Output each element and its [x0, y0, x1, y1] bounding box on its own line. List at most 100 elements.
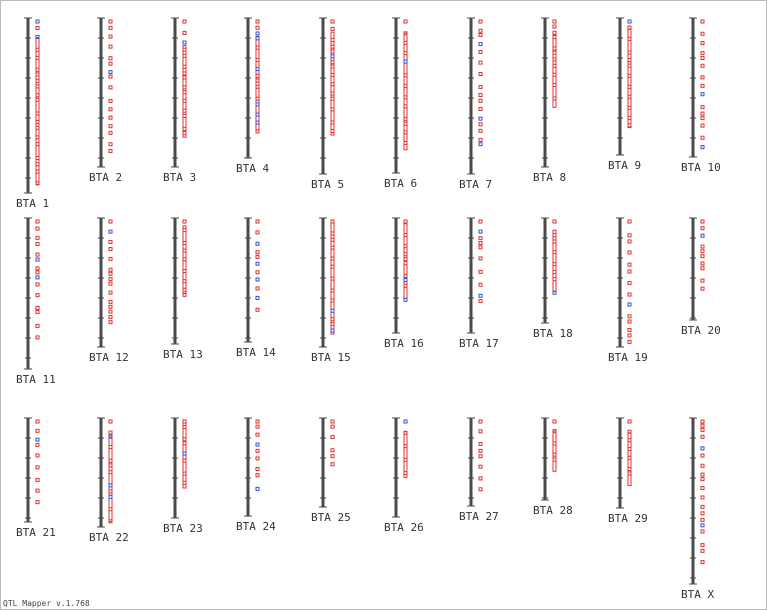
qtl: [108, 290, 113, 295]
qtl: [627, 319, 632, 324]
qtl: [35, 84, 40, 89]
qtl: [627, 447, 632, 452]
chromosome-label: BTA 22: [89, 531, 129, 544]
qtl: [403, 273, 408, 278]
qtl: [35, 67, 40, 72]
qtl: [182, 437, 187, 442]
qtl: [35, 419, 40, 424]
qtl: [627, 339, 632, 344]
qtl: [255, 102, 260, 107]
qtl-span: [108, 436, 113, 523]
qtl: [108, 246, 113, 251]
qtl: [182, 113, 187, 118]
qtl: [108, 489, 113, 494]
chromosome-label: BTA 23: [163, 522, 203, 535]
qtl: [330, 219, 335, 224]
qtl: [182, 131, 187, 136]
qtl: [700, 56, 705, 61]
chromosome-label: BTA 13: [163, 348, 203, 361]
qtl: [478, 128, 483, 133]
qtl: [627, 314, 632, 319]
qtl: [330, 298, 335, 303]
qtl: [35, 305, 40, 310]
qtl: [330, 64, 335, 69]
qtl: [35, 252, 40, 257]
qtl: [182, 75, 187, 80]
qtl: [627, 58, 632, 63]
chromosome-label: BTA 7: [459, 178, 492, 191]
qtl: [330, 54, 335, 59]
qtl: [182, 419, 187, 424]
qtl: [108, 315, 113, 320]
qtl: [35, 97, 40, 102]
qtl: [108, 19, 113, 24]
qtl: [700, 517, 705, 522]
qtl: [627, 250, 632, 255]
qtl: [108, 219, 113, 224]
qtl: [700, 254, 705, 259]
qtl: [108, 494, 113, 499]
qtl: [478, 98, 483, 103]
chromosome-label: BTA 28: [533, 504, 573, 517]
qtl: [627, 327, 632, 332]
qtl: [182, 241, 187, 246]
qtl: [478, 282, 483, 287]
qtl: [182, 458, 187, 463]
qtl: [478, 116, 483, 121]
qtl: [700, 419, 705, 424]
qtl: [108, 25, 113, 30]
qtl: [35, 19, 40, 24]
qtl: [700, 548, 705, 553]
qtl: [552, 19, 557, 24]
qtl: [35, 47, 40, 52]
qtl: [700, 63, 705, 68]
qtl: [700, 261, 705, 266]
qtl: [108, 256, 113, 261]
qtl: [478, 241, 483, 246]
qtl: [700, 31, 705, 36]
qtl: [627, 105, 632, 110]
qtl: [700, 105, 705, 110]
qtl: [478, 93, 483, 98]
qtl: [35, 437, 40, 442]
qtl: [700, 423, 705, 428]
qtl: [403, 40, 408, 45]
chromosome-label: BTA 12: [89, 351, 129, 364]
qtl: [182, 451, 187, 456]
qtl: [108, 507, 113, 512]
qtl: [552, 219, 557, 224]
qtl: [35, 442, 40, 447]
qtl-span: [35, 37, 40, 185]
qtl: [478, 236, 483, 241]
qtl: [478, 419, 483, 424]
qtl: [330, 107, 335, 112]
qtl: [478, 256, 483, 261]
chromosome-label: BTA 25: [311, 511, 351, 524]
qtl: [700, 543, 705, 548]
qtl: [552, 57, 557, 62]
qtl: [627, 123, 632, 128]
qtl: [403, 261, 408, 266]
qtl: [35, 500, 40, 505]
qtl: [700, 511, 705, 516]
qtl: [255, 84, 260, 89]
qtl: [552, 46, 557, 51]
qtl: [182, 108, 187, 113]
qtl: [182, 441, 187, 446]
qtl: [403, 419, 408, 424]
qtl: [478, 50, 483, 55]
qtl: [700, 463, 705, 468]
qtl: [35, 235, 40, 240]
qtl: [627, 19, 632, 24]
qtl: [108, 70, 113, 75]
qtl: [552, 35, 557, 40]
qtl: [627, 467, 632, 472]
qtl: [403, 130, 408, 135]
qtl: [35, 241, 40, 246]
qtl: [35, 275, 40, 280]
chromosome-label: BTA 17: [459, 337, 499, 350]
qtl: [552, 429, 557, 434]
qtl: [255, 286, 260, 291]
qtl: [255, 96, 260, 101]
